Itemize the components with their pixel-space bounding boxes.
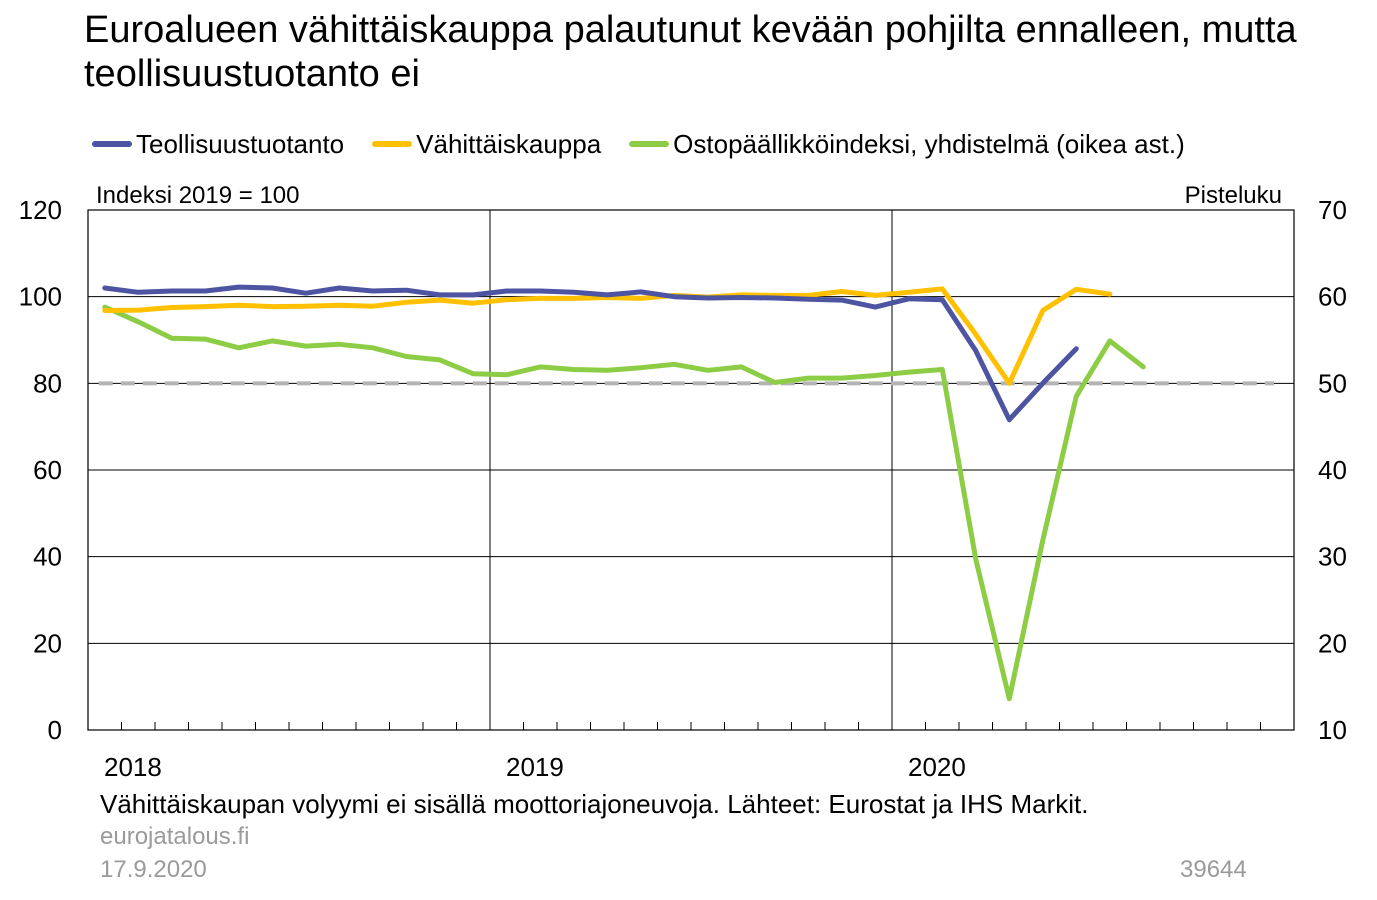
y-tick-label-right: 70 xyxy=(1318,195,1347,225)
footnote: Vähittäiskaupan volyymi ei sisällä moott… xyxy=(100,789,1089,819)
y-tick-label-left: 40 xyxy=(33,542,62,572)
y-tick-label-right: 50 xyxy=(1318,368,1347,398)
ticks: 0 20 40 60 80 100 120 10 20 30 40 50 60 70 2018 2019 202… xyxy=(19,195,1347,782)
x-tick-label: 2019 xyxy=(506,752,564,782)
y-tick-label-right: 20 xyxy=(1318,628,1347,658)
legend-swatch-ostopaallikkoindeksi xyxy=(629,141,670,147)
y-tick-label-left: 100 xyxy=(19,282,62,312)
y-tick-label-left: 0 xyxy=(48,715,62,745)
y-tick-label-left: 80 xyxy=(33,368,62,398)
legend-item-teollisuustuotanto: Teollisuustuotanto xyxy=(92,129,344,160)
series-line-vahittais xyxy=(102,286,1113,386)
line-chart: 0 20 40 60 80 100 120 10 20 30 40 50 60 70 2018 2019 202… xyxy=(19,182,1347,782)
legend-label-ostopaallikkoindeksi: Ostopäällikköindeksi, yhdistelmä (oikea … xyxy=(673,128,1185,159)
site-name: eurojatalous.fi xyxy=(100,823,250,850)
legend-label-vahittaiskauppa: Vähittäiskauppa xyxy=(416,128,602,159)
chart-title: Euroalueen vähittäiskauppa palautunut ke… xyxy=(84,9,1297,95)
y-tick-label-right: 30 xyxy=(1318,542,1347,572)
legend-item-ostopaallikkoindeksi: Ostopäällikköindeksi, yhdistelmä (oikea … xyxy=(629,129,1185,160)
legend: Teollisuustuotanto Vähittäiskauppa Ostop… xyxy=(92,126,1185,162)
series-line-teollisuus xyxy=(102,284,1079,423)
legend-item-vahittaiskauppa: Vähittäiskauppa xyxy=(372,129,601,160)
y-tick-label-right: 10 xyxy=(1318,715,1347,745)
right-axis-label: Pisteluku xyxy=(1185,182,1282,209)
legend-swatch-vahittaiskauppa xyxy=(372,141,413,147)
legend-label-teollisuustuotanto: Teollisuustuotanto xyxy=(136,128,345,159)
series-line-ostopaallikko xyxy=(102,304,1146,702)
y-tick-label-left: 20 xyxy=(33,628,62,658)
left-axis-label: Indeksi 2019 = 100 xyxy=(96,182,300,209)
legend-swatch-teollisuustuotanto xyxy=(92,141,132,147)
x-tick-label: 2018 xyxy=(104,752,162,782)
y-tick-label-left: 120 xyxy=(19,195,62,225)
publish-date: 17.9.2020 xyxy=(100,856,207,883)
x-tick-label: 2020 xyxy=(908,752,966,782)
y-tick-label-right: 60 xyxy=(1318,282,1347,312)
y-tick-label-left: 60 xyxy=(33,455,62,485)
chart-id: 39644 xyxy=(1180,856,1247,883)
series-group xyxy=(102,284,1146,702)
y-tick-label-right: 40 xyxy=(1318,455,1347,485)
